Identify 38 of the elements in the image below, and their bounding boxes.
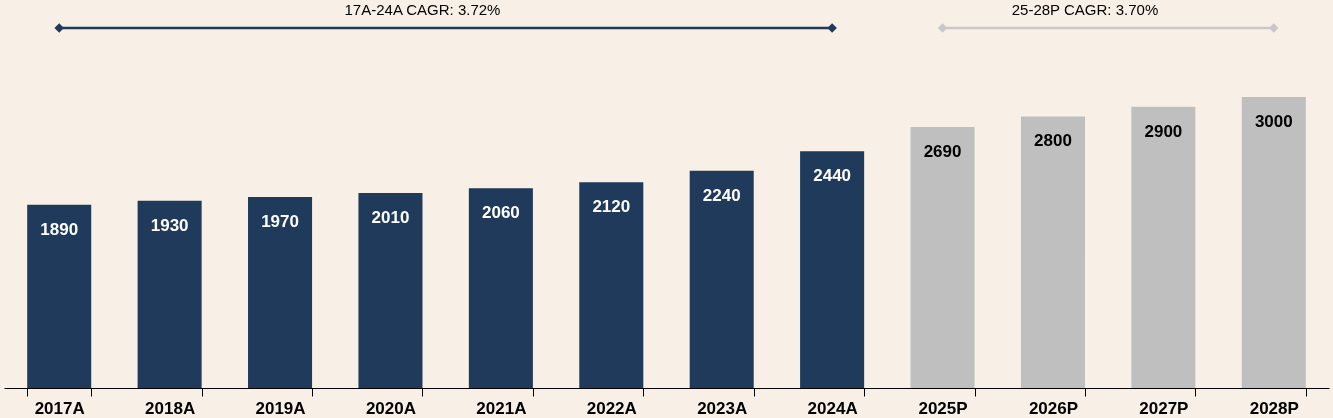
x-tick-label: 2028P — [1249, 398, 1299, 418]
bar — [579, 182, 644, 388]
x-tick-label: 2026P — [1028, 398, 1079, 418]
bar — [800, 151, 865, 388]
data-label: 1930 — [150, 215, 189, 235]
data-label: 3000 — [1254, 112, 1293, 131]
data-label: 2440 — [813, 166, 852, 186]
bar — [358, 193, 423, 388]
data-label: 2060 — [481, 203, 520, 223]
bar — [1241, 97, 1306, 388]
bar — [910, 127, 975, 388]
x-tick-label: 2027P — [1139, 398, 1189, 418]
bar — [137, 200, 202, 388]
x-tick-label: 2018A — [145, 398, 196, 418]
x-tick-label: 2023A — [697, 398, 748, 418]
x-tick-label: 2021A — [476, 398, 527, 418]
x-tick-label: 2024A — [807, 398, 858, 418]
data-label: 2800 — [1034, 131, 1072, 151]
bar — [248, 196, 313, 388]
bar — [1020, 116, 1085, 388]
x-tick-label: 2025P — [918, 398, 968, 418]
data-label: 1970 — [261, 211, 299, 231]
data-label: 2690 — [923, 142, 962, 162]
bar — [1131, 106, 1196, 388]
x-tick-label: 2022A — [586, 398, 637, 418]
x-tick-label: 2020A — [365, 398, 417, 418]
bar — [27, 204, 92, 388]
x-tick-label: 2019A — [255, 398, 306, 418]
data-label: 2010 — [371, 208, 410, 228]
x-tick-label: 2017A — [34, 398, 85, 418]
data-label: 1890 — [40, 219, 79, 239]
text: 25-28P CAGR: 3.70% — [1011, 1, 1159, 18]
text: 17A-24A CAGR: 3.72% — [344, 1, 501, 18]
bar — [689, 170, 754, 388]
bar — [468, 188, 533, 388]
data-label: 2120 — [592, 197, 631, 217]
data-label: 2240 — [702, 185, 741, 205]
data-label: 2900 — [1144, 121, 1183, 141]
